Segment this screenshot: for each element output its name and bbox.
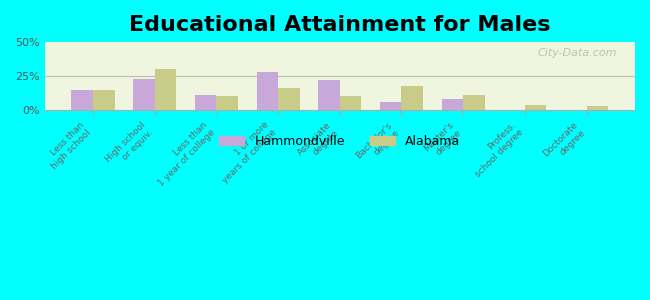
Bar (318, 80, 340, 110)
Bar (257, 72, 278, 110)
Bar (463, 95, 485, 110)
Bar (586, 106, 608, 110)
Bar (155, 69, 176, 110)
Bar (93, 90, 114, 110)
Bar (380, 102, 402, 110)
Bar (525, 104, 547, 110)
Bar (278, 88, 300, 110)
Legend: Hammondville, Alabama: Hammondville, Alabama (214, 130, 465, 152)
Bar (195, 95, 216, 110)
Bar (402, 85, 423, 110)
Bar (340, 96, 361, 110)
Bar (72, 90, 93, 110)
Bar (216, 96, 238, 110)
Text: City-Data.com: City-Data.com (538, 47, 618, 58)
Title: Educational Attainment for Males: Educational Attainment for Males (129, 15, 551, 35)
Bar (441, 99, 463, 110)
Bar (133, 79, 155, 110)
